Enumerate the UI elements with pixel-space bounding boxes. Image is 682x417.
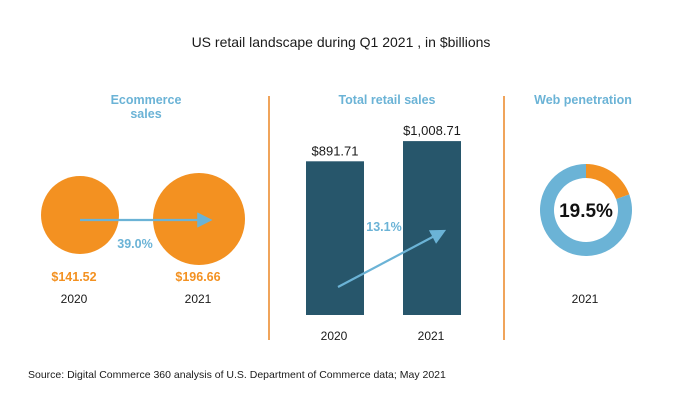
divider-right (503, 96, 505, 340)
ecommerce-growth-label: 39.0% (117, 237, 152, 251)
ecom-value-2020: $141.52 (51, 270, 97, 284)
retail-growth-label: 13.1% (366, 220, 401, 234)
web-donut-slice-other (540, 164, 632, 257)
divider-left (268, 96, 270, 340)
web-donut-slice-web (586, 164, 630, 200)
source-note: Source: Digital Commerce 360 analysis of… (28, 369, 446, 381)
ecom-year-2020: 2020 (60, 292, 88, 306)
web-title: Web penetration (534, 93, 632, 107)
ecom-year-2021: 2021 (184, 292, 212, 306)
web-year: 2021 (571, 292, 599, 306)
ecommerce-bubble-2020 (41, 176, 119, 254)
retail-growth-arrow (337, 229, 447, 288)
retail-value-label-2021: $1,008.71 (403, 123, 461, 138)
ecom-value-2021: $196.66 (175, 270, 221, 284)
chart-title: US retail landscape during Q1 2021 , in … (191, 34, 491, 50)
retail-year-2021: 2021 (417, 329, 445, 343)
retail-bar-2021 (403, 141, 461, 315)
ecommerce-title: Ecommerce sales (110, 93, 182, 121)
retail-year-2020: 2020 (320, 329, 348, 343)
retail-title: Total retail sales (338, 93, 436, 107)
retail-bar-2020 (306, 161, 364, 315)
web-center-label: 19.5% (559, 201, 613, 222)
retail-value-label-2020: $891.71 (312, 143, 359, 158)
